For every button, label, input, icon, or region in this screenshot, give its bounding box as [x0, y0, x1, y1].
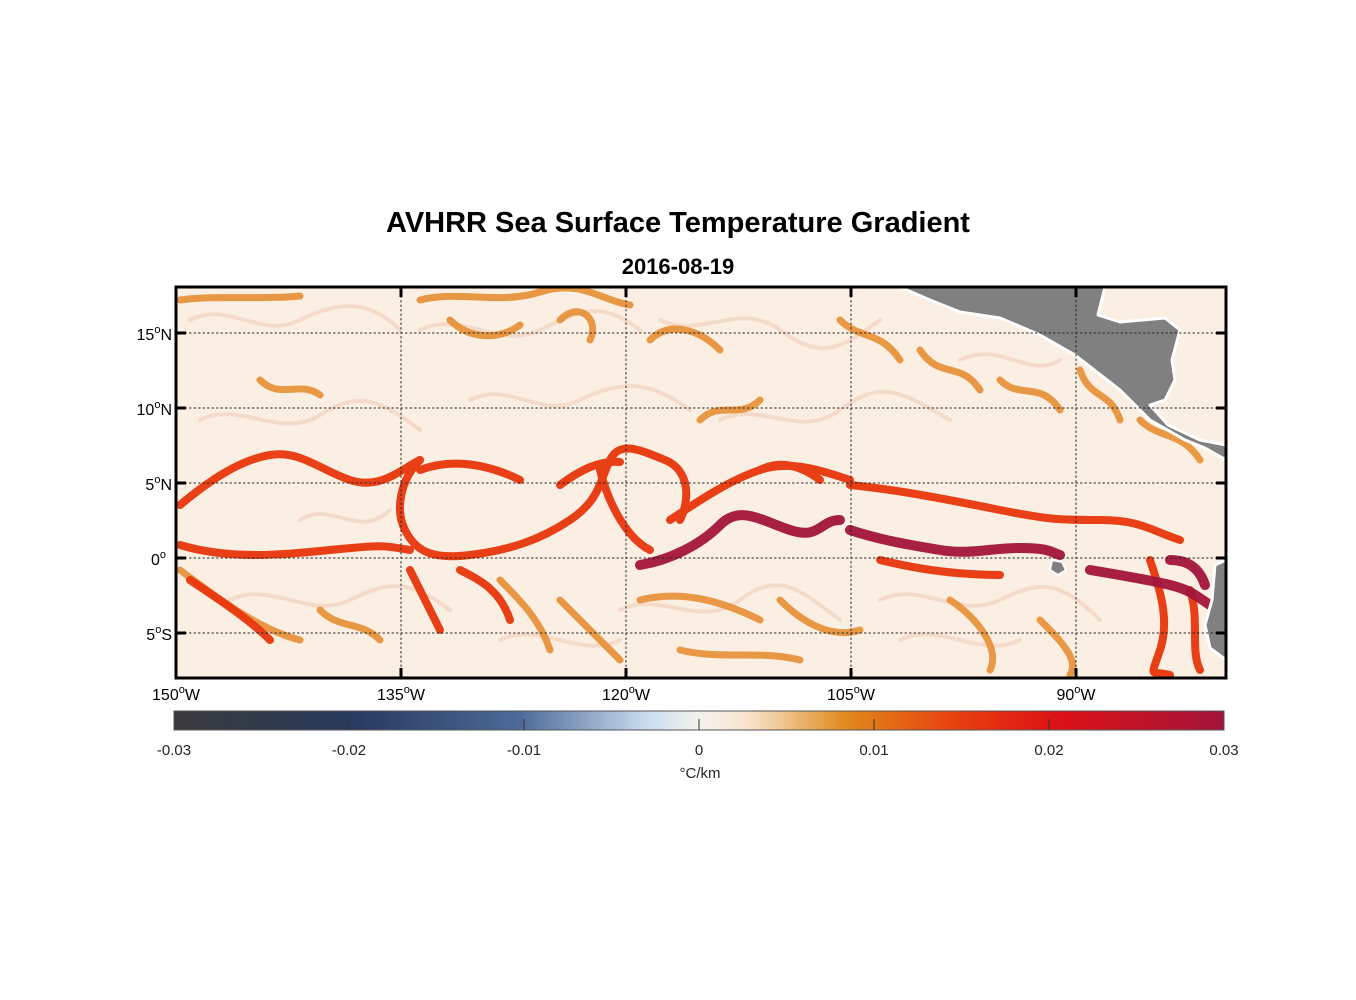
lat-label-15n: 15oN	[137, 324, 172, 344]
lon-label-135w: 135oW	[377, 684, 426, 704]
colorbar-tick-labels: -0.03 -0.02 -0.01 0 0.01 0.02 0.03	[157, 742, 1239, 759]
latitude-labels: 15oN 10oN 5oN 0o 5oS	[137, 324, 172, 644]
colorbar-label: -0.03	[157, 742, 191, 759]
colorbar-label: 0.01	[859, 742, 888, 759]
longitude-labels: 150oW 135oW 120oW 105oW 90oW	[152, 684, 1096, 704]
lat-label-0: 0o	[151, 549, 166, 569]
lat-label-5s: 5oS	[146, 624, 172, 644]
map-tick-marks	[176, 287, 1226, 678]
lon-label-150w: 150oW	[152, 684, 201, 704]
map-title: AVHRR Sea Surface Temperature Gradient	[386, 207, 970, 239]
lon-label-120w: 120oW	[602, 684, 651, 704]
lat-label-5n: 5oN	[145, 474, 172, 494]
colorbar-label: 0.03	[1209, 742, 1238, 759]
colorbar-label: -0.02	[332, 742, 366, 759]
colorbar-label: 0	[695, 742, 703, 759]
colorbar-unit: °C/km	[679, 765, 721, 782]
land-south-america	[1203, 558, 1226, 662]
lat-label-10n: 10oN	[137, 399, 172, 419]
lon-label-105w: 105oW	[827, 684, 876, 704]
map-subtitle: 2016-08-19	[621, 254, 735, 279]
peak-gradient-fronts	[635, 510, 1215, 610]
colorbar-label: -0.01	[507, 742, 541, 759]
colorbar-label: 0.02	[1034, 742, 1063, 759]
colorbar-ticks	[348, 719, 1050, 730]
land-galapagos	[1049, 559, 1067, 576]
land-central-america	[898, 287, 1226, 462]
moderate-gradient-fronts	[176, 287, 1204, 678]
lon-label-90w: 90oW	[1056, 684, 1096, 704]
graticule	[176, 287, 1226, 678]
